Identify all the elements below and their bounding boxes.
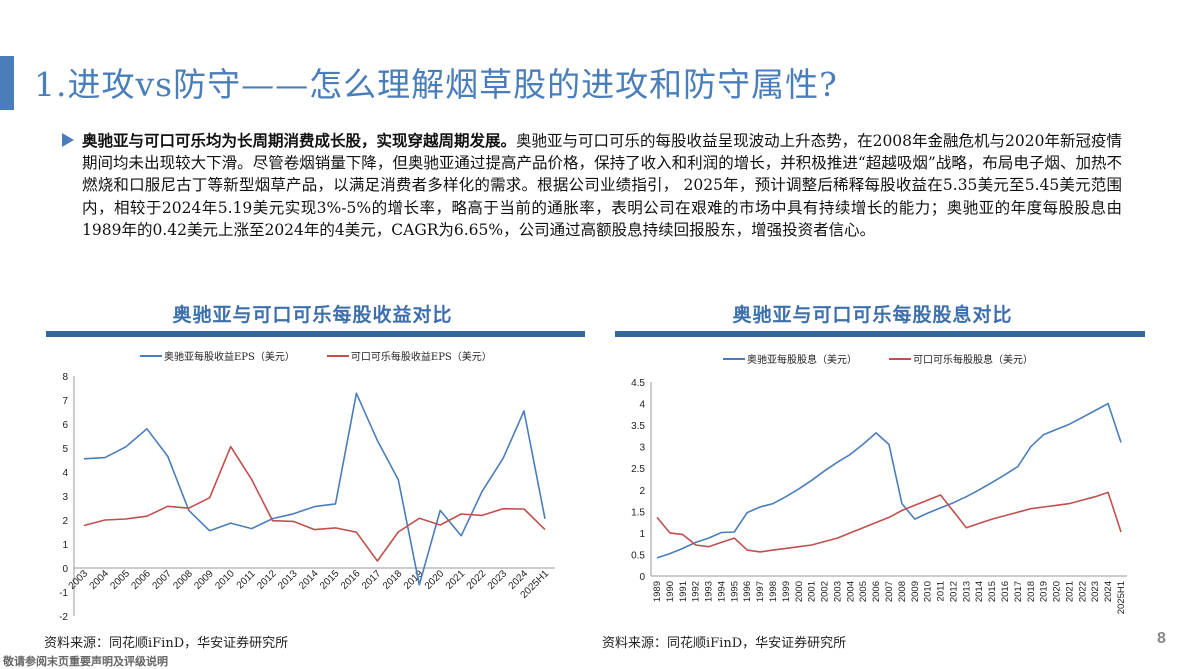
legend-label: 奥驰亚每股收益EPS（美元） <box>164 352 295 363</box>
legend-item-altria-eps: 奥驰亚每股收益EPS（美元） <box>140 348 295 363</box>
legend-label: 奥驰亚每股股息（美元） <box>747 355 857 366</box>
y-tick-label: 0 <box>62 564 68 575</box>
title-accent-bar <box>0 56 14 110</box>
y-tick-label: -1 <box>59 588 68 599</box>
bullet-text: 奥驰亚与可口可乐均为长周期消费成长股，实现穿越周期发展。奥驰亚与可口可乐的每股收… <box>82 130 1122 241</box>
eps-source-note: 资料来源：同花顺iFinD，华安证券研究所 <box>44 636 289 651</box>
bullet-bold-lead: 奥驰亚与可口可乐均为长周期消费成长股，实现穿越周期发展。 <box>82 131 517 150</box>
x-tick-label: 1992 <box>691 581 702 602</box>
x-tick-label: 2004 <box>845 581 856 602</box>
y-tick-label: 8 <box>62 372 68 383</box>
x-tick-label: 1996 <box>742 581 753 602</box>
x-tick-label: 2012 <box>948 581 959 602</box>
x-tick-label: 2013 <box>961 581 972 602</box>
y-tick-label: 4 <box>639 400 645 411</box>
dividend-chart-panel: 奥驰亚与可口可乐每股股息对比 奥驰亚每股股息（美元） 可口可乐每股股息（美元） <box>600 296 1145 626</box>
legend-swatch-red <box>326 354 349 357</box>
x-tick-label: 2001 <box>807 581 818 602</box>
x-tick-label: 2017 <box>1013 581 1024 602</box>
x-tick-label: 2002 <box>820 581 831 602</box>
x-tick-label: 2003 <box>832 581 843 602</box>
x-tick-label: 2021 <box>1064 581 1075 602</box>
coke-series-line <box>656 491 1122 553</box>
y-tick-label: 1.5 <box>631 507 645 518</box>
x-tick-label: 2025H1 <box>1116 581 1127 614</box>
x-tick-label: 2018 <box>1026 581 1037 602</box>
x-tick-label: 2000 <box>794 581 805 602</box>
page-number: 8 <box>1157 630 1166 647</box>
legend-item-coke-dividend: 可口可乐每股股息（美元） <box>889 351 1033 366</box>
bullet-body: 奥驰亚与可口可乐的每股收益呈现波动上升态势，在2008年金融危机与2020年新冠… <box>82 132 1122 239</box>
y-tick-label: 2.5 <box>631 464 645 475</box>
x-tick-label: 1991 <box>678 581 689 602</box>
x-tick-label: 2006 <box>871 581 882 602</box>
x-tick-label: 2008 <box>897 581 908 602</box>
legend-swatch-blue <box>723 357 745 360</box>
legend-item-altria-dividend: 奥驰亚每股股息（美元） <box>723 351 857 366</box>
x-tick-label: 2010 <box>923 581 934 602</box>
altria-series-line <box>83 392 546 586</box>
x-tick-label: 1994 <box>716 581 727 602</box>
y-tick-label: 0 <box>639 572 645 583</box>
x-tick-label: 2019 <box>1039 581 1050 602</box>
x-tick-label: 1990 <box>665 581 676 602</box>
bullet-paragraph: 奥驰亚与可口可乐均为长周期消费成长股，实现穿越周期发展。奥驰亚与可口可乐的每股收… <box>62 130 1122 241</box>
y-tick-label: 3.5 <box>631 421 645 432</box>
y-tick-label: 1 <box>639 529 645 540</box>
legend-label: 可口可乐每股股息（美元） <box>913 355 1033 366</box>
legend-item-coke-eps: 可口可乐每股收益EPS（美元） <box>326 348 492 363</box>
x-tick-label: 2007 <box>884 581 895 602</box>
y-tick-label: 3 <box>62 492 68 503</box>
dividend-chart-title: 奥驰亚与可口可乐每股股息对比 <box>732 304 1013 326</box>
y-tick-label: 0.5 <box>631 550 645 561</box>
x-tick-label: 2015 <box>987 581 998 602</box>
coke-series-line <box>83 445 546 562</box>
legend-swatch-blue <box>140 354 162 357</box>
x-tick-label: 2009 <box>910 581 921 602</box>
x-tick-label: 1997 <box>755 581 766 602</box>
x-tick-label: 2011 <box>936 581 947 601</box>
y-tick-label: 3 <box>639 443 645 454</box>
y-tick-label: 2 <box>62 516 68 527</box>
x-tick-label: 1999 <box>781 581 792 602</box>
disclaimer: 敬请参阅末页重要声明及评级说明 <box>3 655 168 668</box>
x-tick-label: 2024 <box>1103 581 1114 602</box>
x-tick-label: 1993 <box>704 581 715 602</box>
y-tick-label: 4.5 <box>631 378 645 389</box>
y-tick-label: 5 <box>62 444 68 455</box>
x-tick-label: 2016 <box>1000 581 1011 602</box>
x-tick-label: 1998 <box>768 581 779 602</box>
x-tick-label: 2022 <box>1077 581 1088 602</box>
altria-series-line <box>656 402 1122 559</box>
arrow-bullet-icon <box>62 133 74 147</box>
eps-chart-title: 奥驰亚与可口可乐每股收益对比 <box>172 304 453 326</box>
x-tick-label: 1995 <box>729 581 740 602</box>
x-tick-label: 2014 <box>974 581 985 602</box>
y-tick-label: 2 <box>639 486 645 497</box>
page-title: 1.进攻vs防守——怎么理解烟草股的进攻和防守属性? <box>34 65 838 104</box>
dividend-source-note: 资料来源：同花顺iFinD，华安证券研究所 <box>602 636 847 651</box>
x-tick-label: 1989 <box>652 581 663 602</box>
y-tick-label: 4 <box>62 468 68 479</box>
x-tick-label: 2005 <box>858 581 869 602</box>
y-tick-label: 1 <box>62 540 68 551</box>
eps-chart-rule <box>46 331 585 337</box>
x-tick-label: 2020 <box>1052 581 1063 602</box>
eps-chart-legend: 奥驰亚每股收益EPS（美元） 可口可乐每股收益EPS（美元） <box>140 348 492 363</box>
y-tick-label: 7 <box>62 396 68 407</box>
dividend-chart-rule <box>615 331 1145 337</box>
eps-chart-panel: 奥驰亚与可口可乐每股收益对比 奥驰亚每股收益EPS（美元） 可口可乐每股收益EP… <box>40 296 585 626</box>
y-tick-label: -2 <box>59 612 68 623</box>
legend-swatch-red <box>889 357 911 360</box>
y-tick-label: 6 <box>62 420 68 431</box>
x-tick-label: 2023 <box>1090 581 1101 602</box>
legend-label: 可口可乐每股收益EPS（美元） <box>350 352 492 363</box>
dividend-chart-legend: 奥驰亚每股股息（美元） 可口可乐每股股息（美元） <box>723 351 1033 366</box>
